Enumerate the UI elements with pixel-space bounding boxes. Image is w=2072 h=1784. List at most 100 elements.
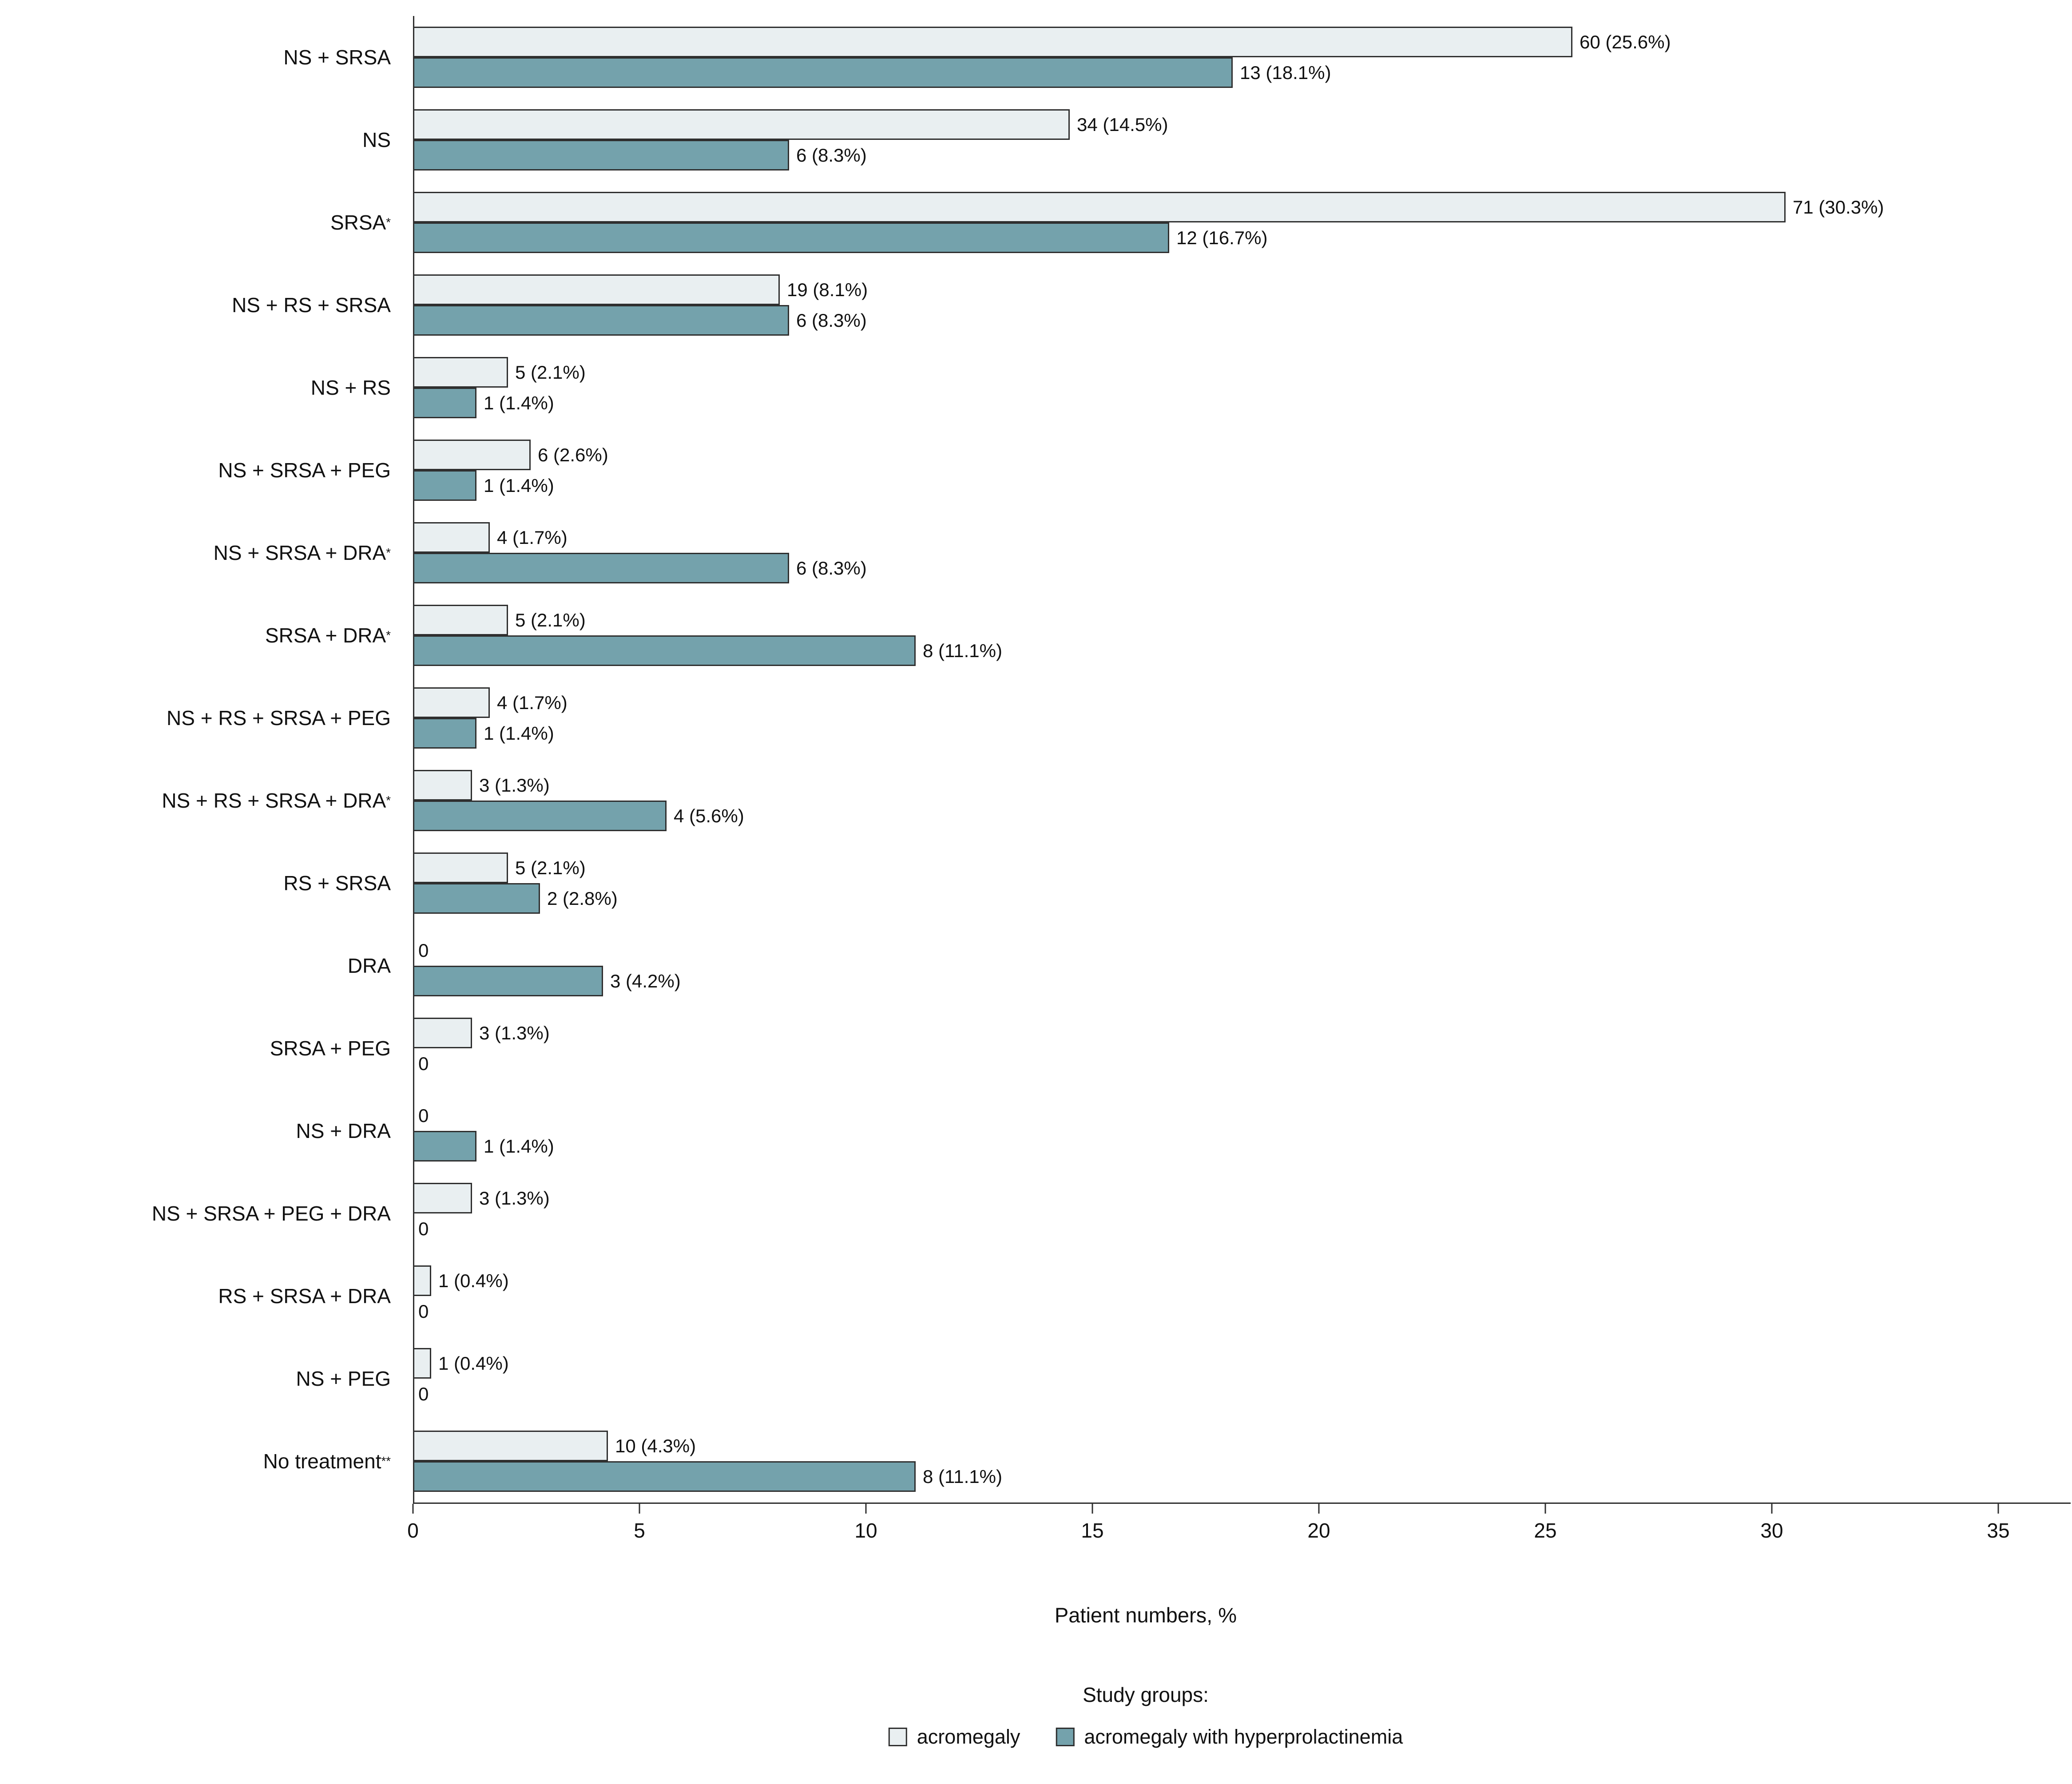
bar-hyperprolactinemia — [413, 470, 476, 501]
tick-mark — [412, 1504, 414, 1514]
value-label: 1 (1.4%) — [484, 392, 554, 413]
value-label: 4 (1.7%) — [497, 527, 568, 548]
chart-row: NS + RS + SRSA 19 (8.1%) 6 (8.3%) — [0, 264, 2072, 346]
value-label: 2 (2.8%) — [547, 888, 618, 909]
chart-row: NS + PEG 1 (0.4%) 0 — [0, 1337, 2072, 1420]
chart-row: SRSA * 71 (30.3%) 12 (16.7%) — [0, 181, 2072, 264]
value-label: 5 (2.1%) — [515, 609, 586, 630]
category-label: SRSA + DRA * — [265, 624, 391, 647]
value-label: 1 (1.4%) — [484, 475, 554, 496]
chart-row: NS + SRSA 60 (25.6%) 13 (18.1%) — [0, 16, 2072, 99]
value-label: 1 (0.4%) — [438, 1270, 509, 1291]
value-label: 6 (8.3%) — [796, 309, 867, 331]
value-label: 19 (8.1%) — [787, 279, 868, 300]
value-label: 0 — [418, 1383, 429, 1404]
tick-label: 5 — [634, 1519, 645, 1542]
legend: Study groups: acromegaly acromegaly with… — [888, 1683, 1403, 1748]
x-axis-title: Patient numbers, % — [1054, 1603, 1237, 1627]
category-label: NS + RS + SRSA — [232, 293, 391, 317]
bar-acromegaly — [413, 1018, 472, 1048]
category-label: NS — [362, 128, 391, 151]
value-label: 0 — [418, 1053, 429, 1074]
chart-row: NS 34 (14.5%) 6 (8.3%) — [0, 99, 2072, 181]
bar-acromegaly — [413, 357, 508, 388]
value-label: 6 (2.6%) — [538, 444, 608, 465]
chart-row: SRSA + DRA * 5 (2.1%) 8 (11.1%) — [0, 594, 2072, 677]
category-label: NS + DRA — [296, 1119, 391, 1142]
bar-acromegaly — [413, 770, 472, 801]
bar-acromegaly — [413, 687, 490, 718]
value-label: 4 (5.6%) — [674, 805, 744, 826]
tick-label: 15 — [1081, 1519, 1104, 1542]
tick-label: 10 — [854, 1519, 877, 1542]
bar-hyperprolactinemia — [413, 222, 1169, 253]
category-label: RS + SRSA + DRA — [218, 1284, 391, 1308]
value-label: 0 — [418, 940, 429, 961]
bar-hyperprolactinemia — [413, 1461, 916, 1492]
bar-hyperprolactinemia — [413, 553, 789, 583]
legend-item-hyperprolactinemia: acromegaly with hyperprolactinemia — [1056, 1725, 1403, 1748]
tick-mark — [865, 1504, 867, 1514]
bar-acromegaly — [413, 1265, 431, 1296]
legend-swatch-acromegaly — [888, 1728, 907, 1746]
bar-hyperprolactinemia — [413, 883, 540, 914]
value-label: 34 (14.5%) — [1077, 114, 1168, 135]
value-label: 10 (4.3%) — [615, 1435, 696, 1456]
value-label: 5 (2.1%) — [515, 361, 586, 383]
bar-acromegaly — [413, 852, 508, 883]
tick-label: 35 — [1987, 1519, 2010, 1542]
tick-label: 25 — [1534, 1519, 1557, 1542]
category-label: SRSA * — [330, 211, 391, 234]
chart-row: NS + RS + SRSA + DRA * 3 (1.3%) 4 (5.6%) — [0, 759, 2072, 842]
tick-mark — [639, 1504, 640, 1514]
value-label: 13 (18.1%) — [1240, 62, 1331, 83]
tick-mark — [1544, 1504, 1546, 1514]
bar-acromegaly — [413, 1183, 472, 1213]
category-label: NS + RS + SRSA + DRA * — [162, 789, 391, 812]
tick-mark — [1318, 1504, 1320, 1514]
value-label: 3 (1.3%) — [479, 1187, 550, 1209]
category-label: No treatment ** — [263, 1450, 391, 1473]
bar-acromegaly — [413, 274, 780, 305]
value-label: 0 — [418, 1105, 429, 1126]
category-label: NS + RS + SRSA + PEG — [167, 706, 391, 729]
bar-hyperprolactinemia — [413, 966, 603, 996]
value-label: 60 (25.6%) — [1580, 31, 1671, 52]
chart-row: No treatment ** 10 (4.3%) 8 (11.1%) — [0, 1420, 2072, 1503]
category-label: NS + SRSA — [283, 46, 391, 69]
chart-row: NS + SRSA + PEG 6 (2.6%) 1 (1.4%) — [0, 429, 2072, 511]
value-label: 1 (1.4%) — [484, 1135, 554, 1157]
tick-label: 0 — [407, 1519, 419, 1542]
bar-hyperprolactinemia — [413, 635, 916, 666]
value-label: 0 — [418, 1300, 429, 1322]
bar-acromegaly — [413, 605, 508, 635]
bar-hyperprolactinemia — [413, 140, 789, 170]
chart-row: NS + RS + SRSA + PEG 4 (1.7%) 1 (1.4%) — [0, 677, 2072, 759]
category-label: NS + SRSA + PEG + DRA — [151, 1202, 391, 1225]
value-label: 8 (11.1%) — [923, 640, 1002, 661]
legend-label-acromegaly: acromegaly — [917, 1725, 1020, 1748]
chart-rows: NS + SRSA 60 (25.6%) 13 (18.1%) NS 34 (14.5%… — [0, 16, 2072, 1503]
category-label: RS + SRSA — [283, 872, 391, 895]
legend-item-acromegaly: acromegaly — [888, 1725, 1020, 1748]
value-label: 3 (4.2%) — [610, 970, 681, 991]
category-label: DRA — [347, 954, 391, 977]
bar-hyperprolactinemia — [413, 388, 476, 418]
value-label: 1 (1.4%) — [484, 722, 554, 744]
value-label: 4 (1.7%) — [497, 692, 568, 713]
chart-row: NS + RS 5 (2.1%) 1 (1.4%) — [0, 346, 2072, 429]
category-label: NS + SRSA + PEG — [218, 459, 391, 482]
chart-row: SRSA + PEG 3 (1.3%) 0 — [0, 1007, 2072, 1090]
category-label: SRSA + PEG — [270, 1037, 391, 1060]
bar-acromegaly — [413, 1348, 431, 1379]
bar-acromegaly — [413, 109, 1070, 140]
y-axis-line — [413, 16, 414, 1504]
bar-hyperprolactinemia — [413, 1131, 476, 1162]
value-label: 8 (11.1%) — [923, 1466, 1002, 1487]
chart-row: RS + SRSA 5 (2.1%) 2 (2.8%) — [0, 842, 2072, 924]
category-label: NS + RS — [310, 376, 391, 399]
category-label: NS + SRSA + DRA * — [213, 541, 391, 564]
bar-hyperprolactinemia — [413, 718, 476, 749]
value-label: 1 (0.4%) — [438, 1352, 509, 1374]
